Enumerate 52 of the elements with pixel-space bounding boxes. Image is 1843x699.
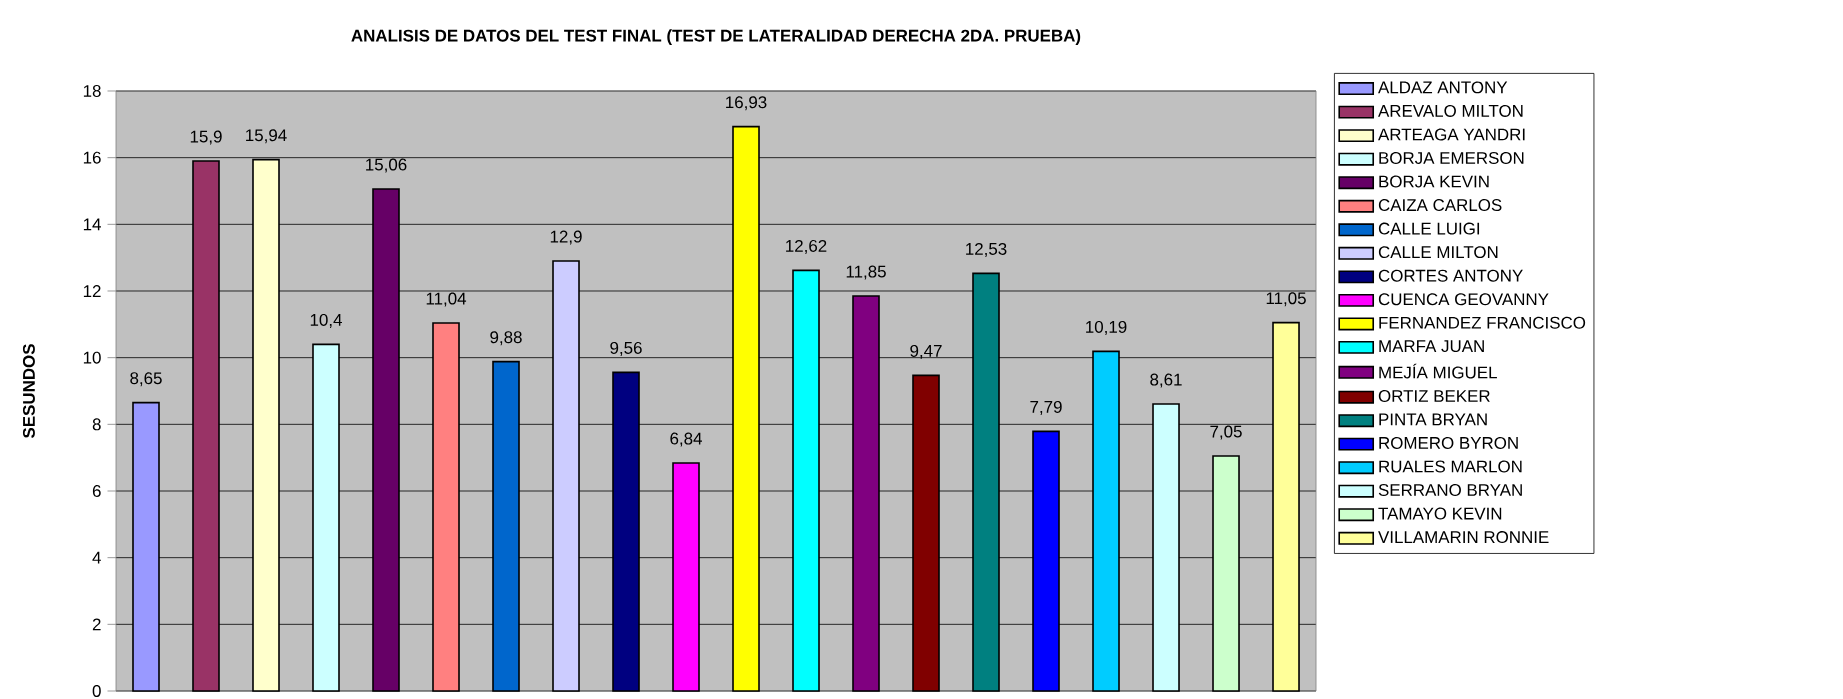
legend-label: CAIZA CARLOS: [1378, 199, 1502, 212]
data-label: 8,61: [1150, 373, 1182, 388]
data-label: 12,9: [550, 230, 582, 245]
data-label: 12,62: [786, 239, 827, 254]
legend-label: ORTIZ BEKER: [1378, 390, 1490, 403]
legend-label: MARFA JUAN: [1379, 340, 1484, 353]
data-label: 10,19: [1086, 320, 1127, 335]
legend-label: RUALES MARLON: [1379, 460, 1522, 473]
y-tick-label: 12: [83, 285, 101, 297]
y-tick-label: 16: [83, 151, 101, 164]
data-label: 8,65: [130, 372, 162, 387]
data-label: 15,06: [366, 158, 407, 173]
data-label: 9,56: [610, 341, 642, 356]
legend-label: CORTES ANTONY: [1378, 269, 1523, 282]
y-tick-label: 14: [83, 218, 101, 231]
data-label: 9,47: [910, 344, 942, 359]
y-tick-label: 2: [92, 618, 101, 631]
legend-label: CALLE LUIGI: [1378, 222, 1480, 235]
legend-label: ROMERO BYRON: [1379, 436, 1518, 449]
legend-label: BORJA EMERSON: [1379, 152, 1524, 164]
data-label: 9,88: [490, 331, 522, 346]
data-label: 6,84: [670, 432, 702, 447]
data-label: 7,79: [1030, 400, 1062, 415]
data-label: 7,05: [1210, 425, 1242, 440]
y-axis-title: SESUNDOS: [22, 344, 35, 439]
legend-label: ALDAZ ANTONY: [1378, 81, 1508, 94]
legend-label: BORJA KEVIN: [1379, 175, 1489, 188]
data-label: 15,94: [246, 129, 287, 144]
legend-label: CALLE MILTON: [1378, 246, 1498, 259]
legend-label: TAMAYO KEVIN: [1378, 507, 1502, 520]
legend-label: PINTA BRYAN: [1379, 413, 1487, 426]
y-tick-label: 18: [83, 85, 101, 97]
legend-label: FERNANDEZ FRANCISCO: [1379, 316, 1586, 329]
data-label: 11,85: [846, 265, 886, 280]
legend-label: ARTEAGA YANDRI: [1378, 128, 1525, 141]
data-label: 12,53: [966, 242, 1007, 257]
data-label: 10,4: [310, 313, 342, 328]
legend-label: MEJÍA MIGUEL: [1379, 363, 1497, 379]
y-tick-label: 6: [92, 485, 101, 497]
data-label: 11,04: [426, 292, 467, 307]
y-tick-label: 4: [92, 551, 101, 564]
legend-label: AREVALO MILTON: [1378, 104, 1523, 117]
legend-label: CUENCA GEOVANNY: [1378, 293, 1549, 306]
y-tick-label: 0: [92, 685, 101, 697]
data-label: 11,05: [1266, 292, 1306, 307]
y-tick-label: 8: [92, 418, 101, 431]
y-tick-label: 10: [83, 351, 101, 364]
data-label: 15,9: [190, 130, 222, 145]
legend-label: SERRANO BRYAN: [1378, 484, 1522, 496]
data-label: 16,93: [726, 96, 767, 111]
chart-title: ANALISIS DE DATOS DEL TEST FINAL (TEST DE LATERALIDAD DERECHA 2DA. PRUEBA): [351, 29, 1081, 45]
legend-label: VILLAMARIN RONNIE: [1378, 531, 1549, 544]
